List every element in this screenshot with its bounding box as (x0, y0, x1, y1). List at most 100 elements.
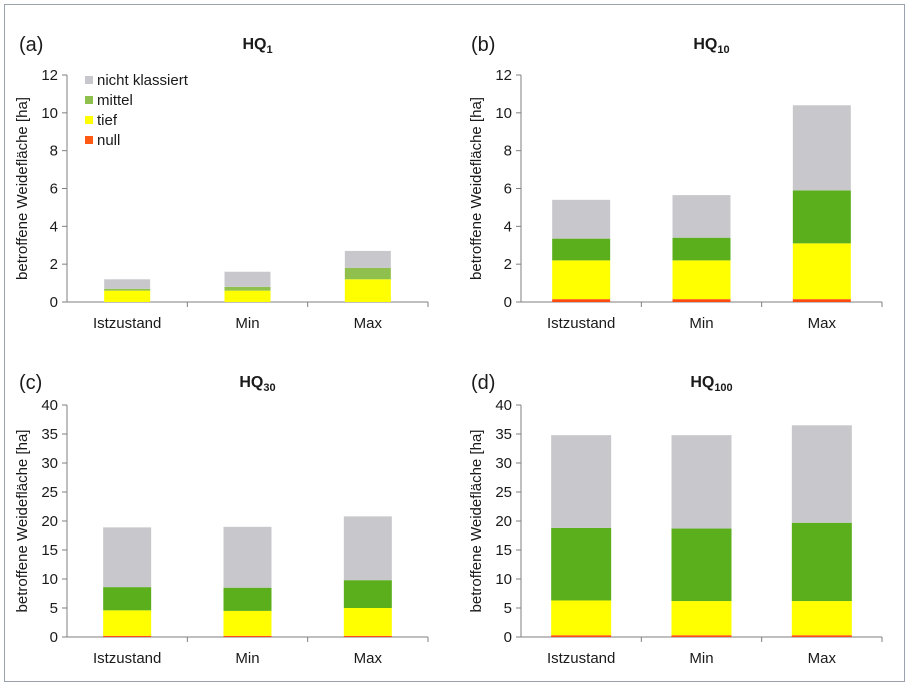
y-tick-label: 20 (41, 513, 58, 530)
y-tick-label: 0 (50, 294, 58, 311)
bar-tief (103, 610, 152, 636)
y-tick-label: 0 (50, 629, 58, 646)
x-tick-label: Max (354, 315, 383, 332)
bar-null (792, 299, 851, 302)
bar-tief (344, 279, 391, 302)
bar-tief (223, 610, 272, 636)
legend-swatch-null (85, 136, 93, 144)
bar-nicht-klassiert (551, 435, 612, 528)
bar-mittel (791, 522, 852, 602)
y-tick-label: 10 (41, 571, 58, 588)
bar-null (343, 635, 392, 637)
y-tick-label: 35 (41, 426, 58, 443)
chart-title-main: HQ (693, 36, 717, 53)
y-tick-label: 6 (50, 181, 58, 198)
y-tick-label: 25 (495, 484, 512, 501)
bar-tief (792, 243, 851, 300)
chart-title-subscript: 100 (714, 382, 732, 394)
legend-label-tief: tief (97, 112, 118, 129)
bar-tief (551, 600, 612, 636)
bar-null (552, 299, 611, 302)
bar-nicht-klassiert (224, 271, 271, 287)
x-tick-label: Max (808, 650, 837, 667)
y-tick-label: 35 (495, 426, 512, 443)
bar-mittel (103, 587, 152, 611)
chart-title-subscript: 10 (717, 44, 729, 56)
bar-nicht-klassiert (792, 105, 851, 191)
y-tick-label: 10 (495, 571, 512, 588)
y-tick-label: 15 (41, 542, 58, 559)
y-axis-label: betroffene Weidefläche [ha] (14, 430, 31, 613)
y-tick-label: 4 (504, 218, 512, 235)
y-tick-label: 10 (41, 105, 58, 122)
x-tick-label: Min (235, 315, 259, 332)
y-tick-label: 12 (41, 67, 58, 84)
panel-label: (b) (471, 34, 495, 56)
legend-label-nicht-klassiert: nicht klassiert (97, 72, 189, 89)
bar-nicht-klassiert (552, 199, 611, 239)
chart-panel-d: (d) HQ100 0 5 10 15 20 25 30 35 40 betroffene Weide… (457, 343, 904, 681)
y-tick-label: 2 (504, 256, 512, 273)
bar-tief (791, 601, 852, 636)
bar-nicht-klassiert (104, 279, 151, 289)
x-tick-label: Min (689, 650, 713, 667)
y-tick-label: 12 (495, 67, 512, 84)
bar-mittel (792, 190, 851, 244)
x-tick-label: Min (689, 315, 713, 332)
chart-title: HQ30 (239, 374, 275, 394)
x-tick-label: Istzustand (547, 315, 615, 332)
bar-nicht-klassiert (791, 425, 852, 523)
y-axis-label: betroffene Weidefläche [ha] (468, 97, 485, 280)
chart-panel-b: (b) HQ10 0 2 4 6 8 10 12 betroffene Weidefläche [… (457, 5, 904, 335)
y-tick-label: 8 (50, 143, 58, 160)
bar-mittel (224, 286, 271, 291)
y-tick-label: 40 (41, 397, 58, 414)
y-tick-label: 8 (504, 143, 512, 160)
legend-swatch-mittel (85, 96, 93, 104)
y-tick-label: 30 (41, 455, 58, 472)
bar-tief (104, 290, 151, 302)
chart-title: HQ1 (242, 36, 272, 56)
bar-mittel (672, 237, 731, 261)
chart-title: HQ10 (693, 36, 729, 56)
bar-null (103, 635, 152, 637)
legend-label-null: null (97, 132, 120, 149)
chart-title-subscript: 1 (266, 44, 272, 56)
bar-null (671, 635, 732, 637)
bar-tief (224, 290, 271, 302)
panel-label: (c) (19, 372, 42, 394)
bar-nicht-klassiert (672, 195, 731, 238)
bar-tief (672, 260, 731, 300)
bar-null (791, 635, 852, 637)
y-tick-label: 20 (495, 513, 512, 530)
bar-tief (343, 608, 392, 636)
panel-label: (a) (19, 34, 43, 56)
bar-null (672, 299, 731, 302)
legend-label-mittel: mittel (97, 92, 133, 109)
y-tick-label: 6 (504, 181, 512, 198)
y-axis-label: betroffene Weidefläche [ha] (14, 97, 31, 280)
bar-null (551, 635, 612, 637)
panel-label: (d) (471, 372, 495, 394)
y-tick-label: 4 (50, 218, 58, 235)
bar-nicht-klassiert (343, 516, 392, 581)
x-tick-label: Istzustand (93, 315, 161, 332)
chart-svg: (d) HQ100 0 5 10 15 20 25 30 35 40 betroffene Weide… (468, 372, 883, 667)
legend-swatch-nicht-klassiert (85, 76, 93, 84)
bar-mittel (552, 238, 611, 261)
bar-nicht-klassiert (671, 435, 732, 529)
bar-nicht-klassiert (103, 527, 152, 588)
y-tick-label: 40 (495, 397, 512, 414)
chart-panel-c: (c) HQ30 0 5 10 15 20 25 30 35 40 betroffene Weidef… (5, 343, 454, 681)
legend-swatch-tief (85, 116, 93, 124)
bar-mittel (344, 267, 391, 280)
y-tick-label: 25 (41, 484, 58, 501)
bar-mittel (343, 580, 392, 608)
y-tick-label: 5 (50, 600, 58, 617)
chart-title-main: HQ (242, 36, 266, 53)
x-tick-label: Min (235, 650, 259, 667)
y-tick-label: 10 (495, 105, 512, 122)
x-tick-label: Max (808, 315, 837, 332)
bar-mittel (551, 527, 612, 601)
